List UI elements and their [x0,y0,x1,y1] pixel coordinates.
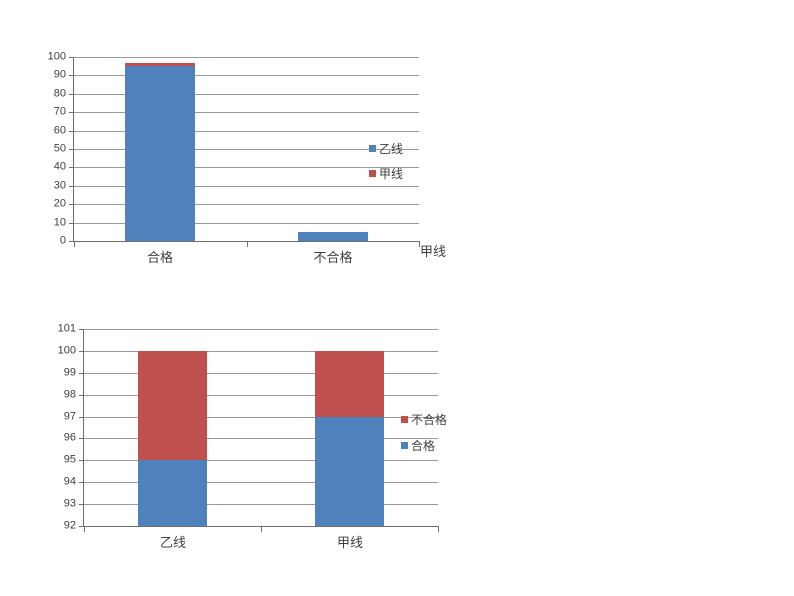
gridline [84,504,438,505]
y-axis-tick [69,131,74,132]
y-axis-tick-label: 30 [53,179,66,192]
gridline [84,460,438,461]
gridline [84,482,438,483]
legend-item: 合格 [401,437,435,454]
gridline [74,149,419,150]
x-axis-tick [438,526,439,532]
gridline [74,112,419,113]
y-axis-tick-label: 10 [53,216,66,229]
bar-segment [125,66,195,241]
x-axis-category-label: 合格 [146,250,174,265]
y-axis-tick-label: 97 [63,410,76,423]
gridline [74,223,419,224]
y-axis-tick [79,417,84,418]
legend-label: 甲线 [379,167,404,181]
gridline [74,204,419,205]
y-axis-tick-label: 40 [53,160,66,173]
legend-label: 合格 [411,439,436,453]
y-axis-tick [69,223,74,224]
bottom-chart: 92 93 94 95 96 97 98 99 100 101 乙线 甲线 不合格合格 [58,323,447,550]
y-axis-tick [79,351,84,352]
y-axis-tick-label: 94 [63,475,76,488]
y-axis-tick [69,94,74,95]
bar-segment [138,460,207,526]
y-axis-tick-label: 70 [53,105,66,118]
gridline [84,417,438,418]
x-axis-category-label: 甲线 [336,535,364,550]
gridline [74,131,419,132]
bar-segment [315,351,384,417]
gridline [84,329,438,330]
x-axis-category-label: 乙线 [159,535,187,550]
y-axis-tick [79,373,84,374]
y-axis-tick-label: 90 [53,68,66,81]
y-axis-tick-label: 50 [53,142,66,155]
y-axis-tick-label: 95 [63,453,76,466]
gridline [74,75,419,76]
y-axis-tick [69,186,74,187]
x-axis-tick [261,526,262,532]
y-axis-tick [79,438,84,439]
y-axis-tick-label: 98 [63,388,76,401]
y-axis-tick [69,204,74,205]
bar-segment [138,351,207,460]
legend-swatch-icon [401,416,408,423]
gridline [84,438,438,439]
y-axis-tick-label: 60 [53,124,66,137]
top-chart: 0 10 20 30 40 50 60 70 80 90 100 合格 不合格 甲线 乙线甲线 [48,51,446,265]
gridline [84,373,438,374]
gridline [74,186,419,187]
y-axis-tick-label: 92 [63,519,76,532]
top-chart-plot-area: 0 10 20 30 40 50 60 70 80 90 100 合格 不合格 [48,51,420,265]
legend-item: 不合格 [401,411,447,428]
legend-label: 不合格 [411,413,448,427]
x-axis-tick [74,241,75,247]
x-axis-tick [419,241,420,247]
y-axis-tick [69,112,74,113]
y-axis-tick [79,460,84,461]
y-axis-tick-label: 101 [57,322,76,335]
legend-item: 乙线 [369,140,403,157]
gridline [74,57,419,58]
gridline [74,167,419,168]
y-axis-tick [69,241,74,242]
y-axis-tick-label: 100 [47,50,66,63]
y-axis-tick-label: 20 [53,197,66,210]
y-axis-tick-label: 96 [63,431,76,444]
legend-swatch-icon [369,170,376,177]
legend-swatch-icon [401,442,408,449]
x-axis-tick [84,526,85,532]
x-axis-tick [247,241,248,247]
y-axis-tick-label: 0 [59,234,66,247]
y-axis-tick [69,57,74,58]
legend-swatch-icon [369,145,376,152]
legend-label: 乙线 [379,142,404,156]
y-axis-tick-label: 100 [57,344,76,357]
y-axis-tick [79,395,84,396]
y-axis-tick-label: 99 [63,366,76,379]
gridline [84,351,438,352]
bar-segment [298,232,368,241]
y-axis-tick [79,504,84,505]
y-axis-tick [69,167,74,168]
y-axis-tick [79,482,84,483]
y-axis-tick [69,149,74,150]
gridline [84,395,438,396]
floating-series-label: 甲线 [420,244,447,259]
y-axis-tick [79,329,84,330]
bottom-chart-plot-area: 92 93 94 95 96 97 98 99 100 101 乙线 甲线 [58,323,439,550]
legend-item: 甲线 [369,165,403,182]
gridline [74,94,419,95]
y-axis-tick-label: 80 [53,87,66,100]
bar-segment [315,417,384,526]
x-axis-category-label: 不合格 [313,250,353,265]
y-axis-tick [79,526,84,527]
y-axis-tick-label: 93 [63,497,76,510]
y-axis-tick [69,75,74,76]
